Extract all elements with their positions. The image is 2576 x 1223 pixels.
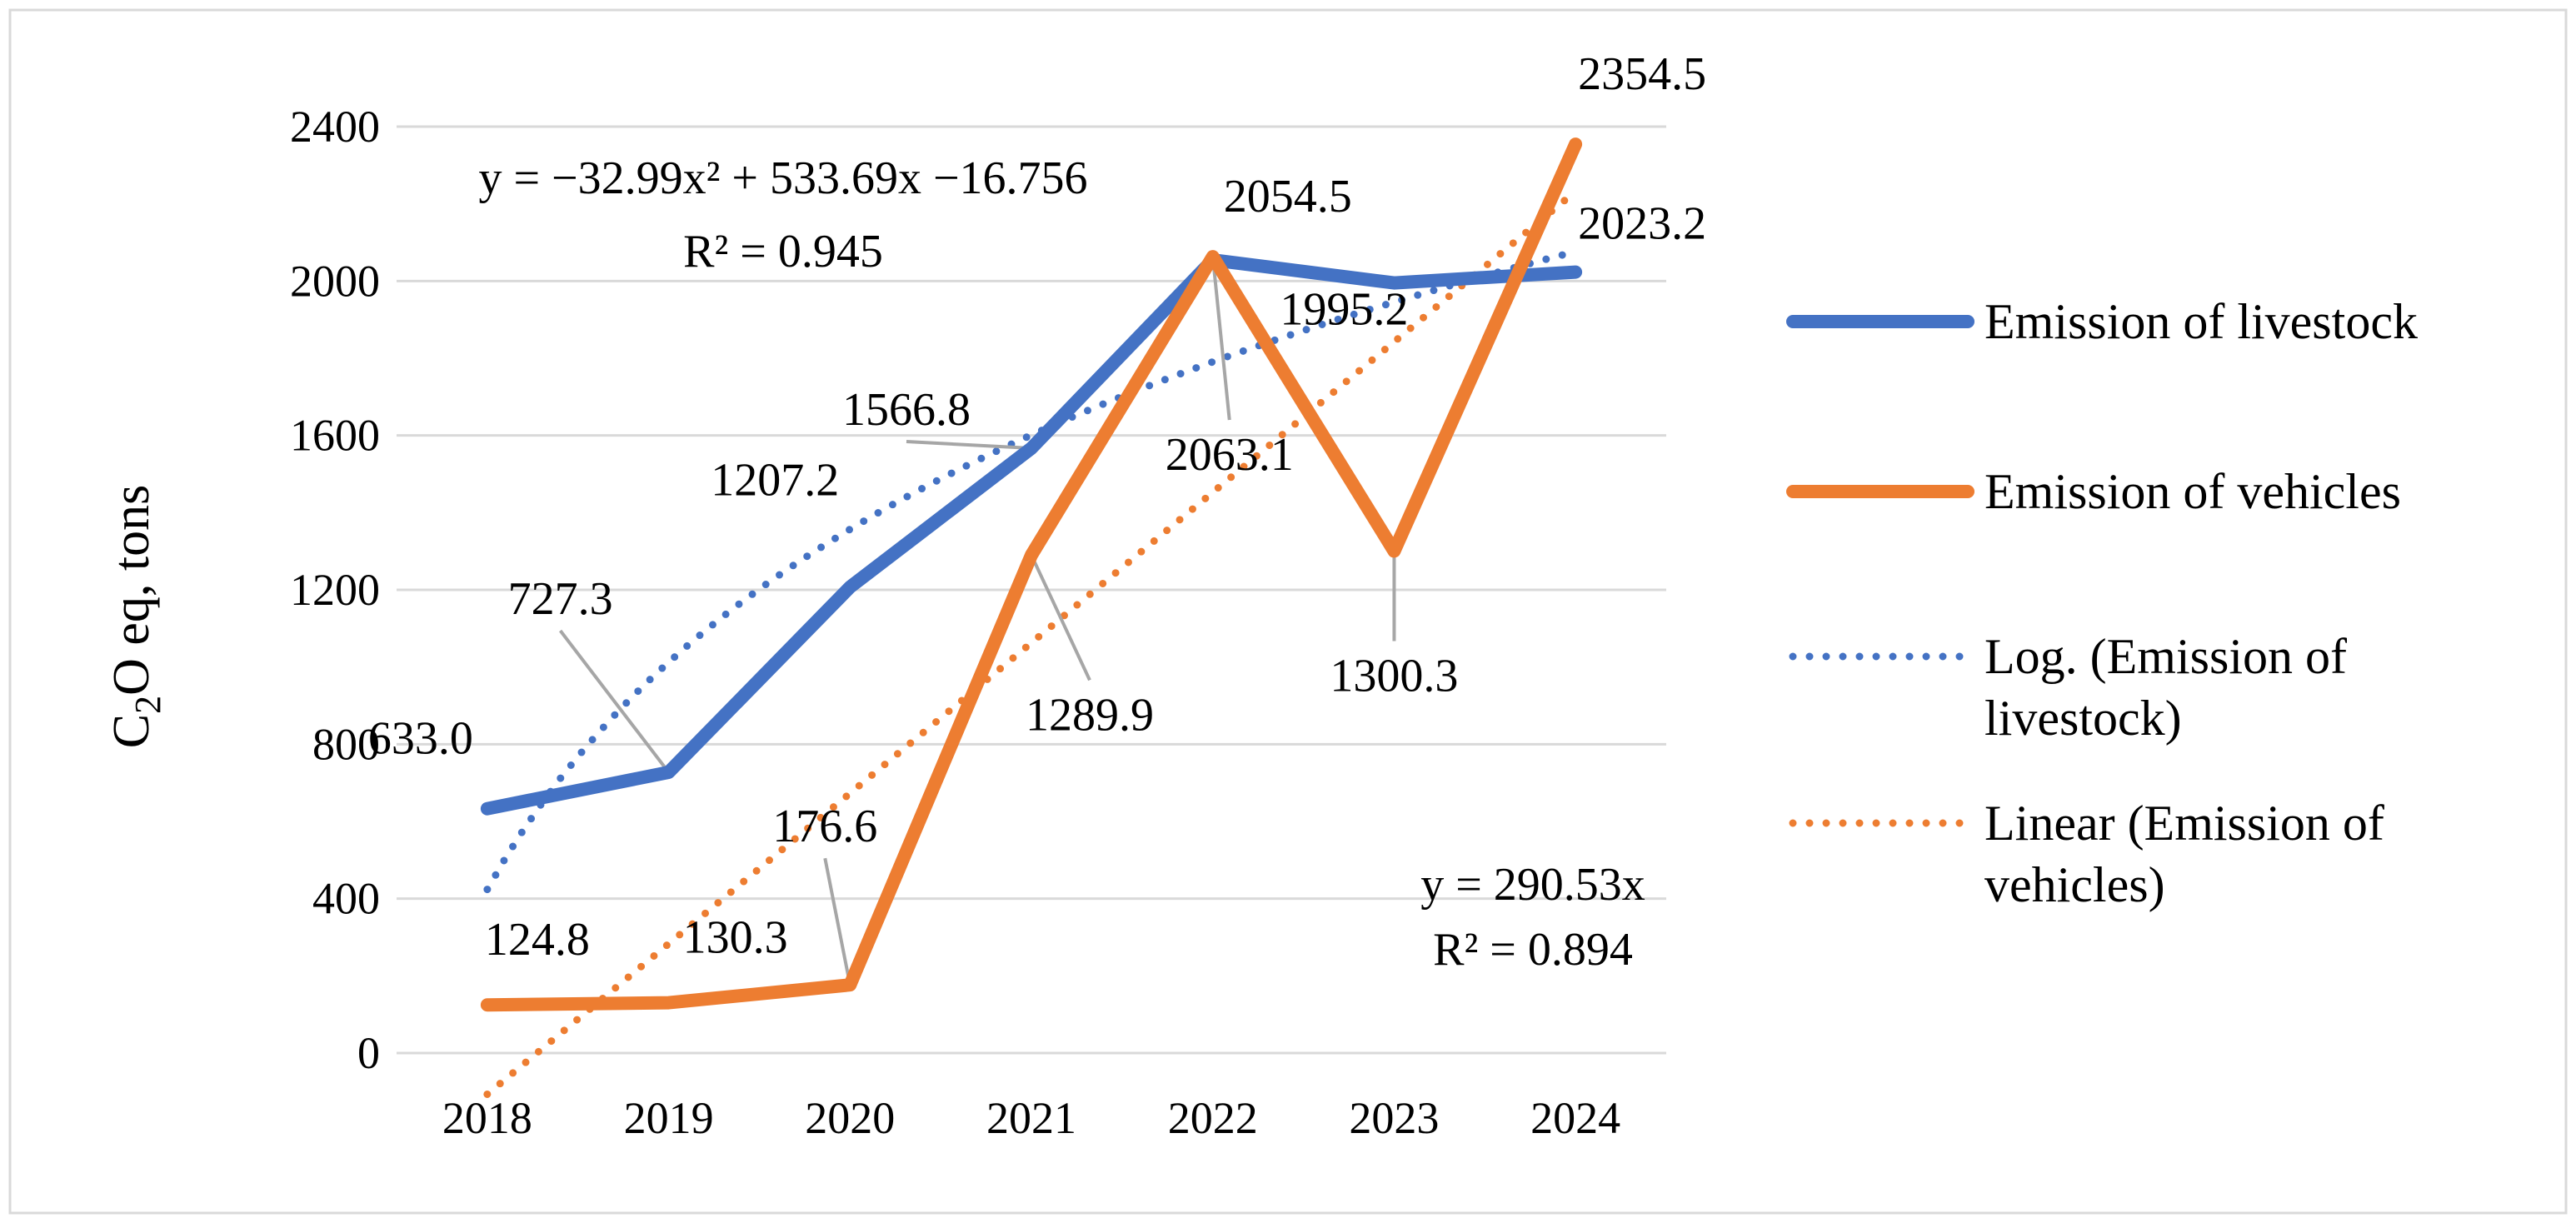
legend-label-linear-vehicles-line1: Linear (Emission of	[1984, 796, 2384, 851]
trendlines	[483, 187, 1580, 1098]
y-tick-label: 400	[312, 874, 380, 924]
label-leader-line	[906, 440, 1032, 451]
x-tick-label: 2021	[986, 1093, 1076, 1143]
legend-label-linear-vehicles-line2: vehicles)	[1984, 857, 2165, 912]
label-leader-line	[558, 629, 671, 774]
data-label: 1995.2	[1280, 284, 1408, 336]
legend-label-vehicles: Emission of vehicles	[1984, 464, 2401, 519]
data-label: 727.3	[508, 573, 613, 625]
series-line-vehicles	[480, 137, 1583, 1012]
vehicles-trend-equation: y = 290.53x	[1420, 859, 1645, 911]
data-label: 124.8	[485, 914, 590, 966]
data-label: 130.3	[683, 912, 788, 964]
y-axis-title-subscript: 2	[127, 696, 168, 714]
x-tick-label: 2020	[805, 1093, 895, 1143]
label-leader-line	[1030, 554, 1091, 681]
trendline-linear-vehicles	[483, 187, 1580, 1098]
legend-label-livestock: Emission of livestock	[1984, 294, 2418, 349]
label-leader-line	[1211, 256, 1231, 421]
chart-border	[8, 8, 2568, 1215]
data-label: 1566.8	[842, 384, 971, 436]
label-leader-line	[823, 857, 852, 986]
livestock-trend-equation: y = −32.99x² + 533.69x −16.756	[478, 152, 1087, 204]
data-label: 1207.2	[711, 455, 839, 507]
y-axis-title: C2O eq, tons	[103, 485, 168, 749]
data-label: 2063.1	[1166, 429, 1294, 481]
x-axis-ticks: 2018 2019 2020 2021 2022 2023 2024	[442, 1093, 1620, 1143]
data-label: 1300.3	[1330, 651, 1458, 702]
legend-label-log-livestock-line1: Log. (Emission of	[1984, 629, 2347, 684]
livestock-trend-r2: R² = 0.945	[683, 226, 883, 277]
y-tick-label: 800	[312, 719, 380, 769]
y-tick-label: 1600	[290, 411, 380, 461]
data-label: 1289.9	[1026, 689, 1154, 741]
legend: Emission of livestock Emission of vehicl…	[1786, 294, 2418, 912]
y-axis-ticks: 0 400 800 1200 1600 2000 2400	[290, 102, 380, 1078]
x-tick-label: 2019	[624, 1093, 714, 1143]
y-tick-label: 1200	[290, 565, 380, 615]
y-tick-label: 2000	[290, 256, 380, 306]
y-tick-label: 0	[357, 1028, 380, 1078]
data-label: 2354.5	[1578, 48, 1706, 100]
y-axis-title-rest: O eq, tons	[103, 485, 160, 696]
vehicles-trend-r2: R² = 0.894	[1433, 924, 1633, 976]
data-label: 633.0	[368, 713, 473, 765]
data-label: 2054.5	[1224, 171, 1352, 222]
x-tick-label: 2024	[1530, 1093, 1620, 1143]
series-lines	[480, 137, 1583, 1012]
data-label: 176.6	[772, 801, 877, 852]
label-leader-lines	[558, 256, 1396, 986]
x-tick-label: 2018	[442, 1093, 532, 1143]
series-line-livestock	[480, 253, 1583, 816]
y-tick-label: 2400	[290, 102, 380, 152]
x-tick-label: 2022	[1168, 1093, 1258, 1143]
data-label: 2023.2	[1578, 198, 1706, 250]
legend-label-log-livestock-line2: livestock)	[1984, 691, 2182, 746]
x-tick-label: 2023	[1349, 1093, 1439, 1143]
